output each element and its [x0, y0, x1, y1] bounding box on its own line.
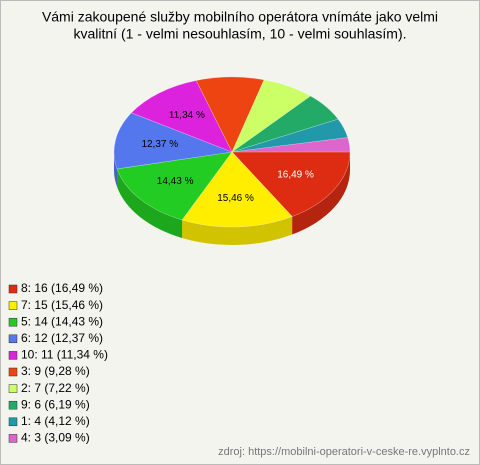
pie-side — [292, 152, 350, 235]
legend-swatch — [8, 334, 18, 344]
chart-title: kvalitní (1 - velmi nesouhlasím, 10 - ve… — [74, 26, 407, 42]
legend-label: 1: 4 (4,12 %) — [21, 414, 90, 428]
legend-swatch — [8, 400, 18, 410]
legend-label: 3: 9 (9,28 %) — [21, 364, 90, 378]
legend-swatch — [8, 434, 18, 443]
pie-slice — [130, 80, 233, 153]
pie-side — [114, 152, 118, 187]
data-label: 11,34 % — [169, 110, 205, 121]
data-label: 12,37 % — [141, 139, 178, 150]
data-label: 16,49 % — [277, 170, 314, 181]
legend-swatch — [8, 384, 18, 393]
pie-slice — [195, 76, 265, 153]
data-label: 15,46 % — [217, 193, 254, 204]
pie-slice — [231, 118, 349, 153]
pie-slice — [231, 137, 351, 153]
chart-title: Vámi zakoupené služby mobilního operátor… — [42, 9, 438, 25]
legend-swatch — [8, 367, 18, 377]
legend-label: 10: 11 (11,34 %) — [21, 348, 108, 362]
legend-swatch — [8, 301, 18, 310]
pie-slice — [181, 151, 293, 228]
legend-label: 4: 3 (3,09 %) — [21, 431, 90, 445]
legend-label: 5: 14 (14,43 %) — [21, 314, 103, 328]
pie-slice — [116, 151, 233, 221]
legend-label: 8: 16 (16,49 %) — [21, 281, 103, 295]
pie-slice — [231, 79, 312, 153]
legend-swatch — [8, 284, 18, 294]
pie-side — [182, 216, 293, 246]
legend-label: 2: 7 (7,22 %) — [21, 381, 90, 395]
legend-swatch — [8, 351, 18, 360]
pie-slice — [231, 95, 339, 153]
legend-label: 7: 15 (15,46 %) — [21, 298, 103, 312]
pie-side — [117, 168, 183, 238]
legend-swatch — [8, 317, 18, 327]
source: zdroj: https://mobilni-operatori-v-ceske… — [218, 446, 470, 458]
data-label: 14,43 % — [157, 176, 194, 187]
legend-label: 9: 6 (6,19 %) — [21, 397, 90, 411]
legend-swatch — [8, 417, 18, 427]
legend-label: 6: 12 (12,37 %) — [21, 331, 103, 345]
pie-slice — [113, 112, 234, 170]
pie-slice — [231, 151, 351, 217]
